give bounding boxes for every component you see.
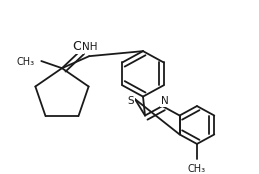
Text: CH₃: CH₃ <box>16 57 34 67</box>
Text: CH₃: CH₃ <box>188 164 206 174</box>
Text: S: S <box>128 96 134 106</box>
Text: N: N <box>161 96 169 106</box>
Text: O: O <box>72 39 83 53</box>
Text: NH: NH <box>82 42 98 52</box>
